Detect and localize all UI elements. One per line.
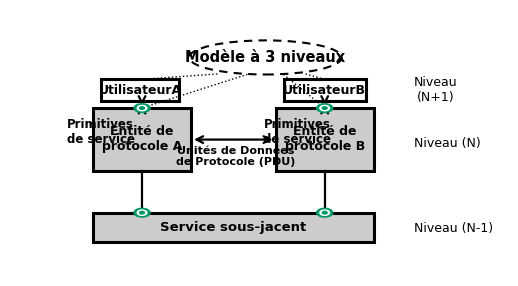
- Circle shape: [316, 208, 333, 217]
- Text: Entité de
protocole A: Entité de protocole A: [102, 126, 182, 154]
- Text: UtilisateurB: UtilisateurB: [283, 84, 366, 97]
- Circle shape: [140, 211, 145, 214]
- Circle shape: [316, 104, 333, 112]
- Text: Niveau (N-1): Niveau (N-1): [414, 222, 493, 235]
- Bar: [276, 108, 374, 171]
- Circle shape: [134, 208, 150, 217]
- Circle shape: [320, 210, 329, 215]
- Circle shape: [137, 106, 147, 111]
- Text: UtilisateurA: UtilisateurA: [98, 84, 182, 97]
- Text: Niveau
(N+1): Niveau (N+1): [414, 76, 457, 104]
- Circle shape: [322, 211, 327, 214]
- Text: Modèle à 3 niveaux: Modèle à 3 niveaux: [185, 50, 346, 65]
- Text: Entité de
protocole B: Entité de protocole B: [284, 126, 365, 154]
- Text: Niveau (N): Niveau (N): [414, 137, 481, 150]
- Bar: [93, 213, 374, 243]
- Text: Primitives
de service: Primitives de service: [264, 118, 332, 146]
- Text: Service sous-jacent: Service sous-jacent: [160, 221, 307, 234]
- Text: Unités de Données
de Protocole (PDU): Unités de Données de Protocole (PDU): [176, 146, 295, 167]
- Bar: [93, 108, 191, 171]
- Bar: [283, 80, 366, 102]
- Circle shape: [320, 106, 329, 111]
- Circle shape: [140, 107, 145, 110]
- Bar: [101, 80, 179, 102]
- Circle shape: [134, 104, 150, 112]
- Text: Primitives
de service: Primitives de service: [67, 118, 135, 146]
- Circle shape: [137, 210, 147, 215]
- Circle shape: [322, 107, 327, 110]
